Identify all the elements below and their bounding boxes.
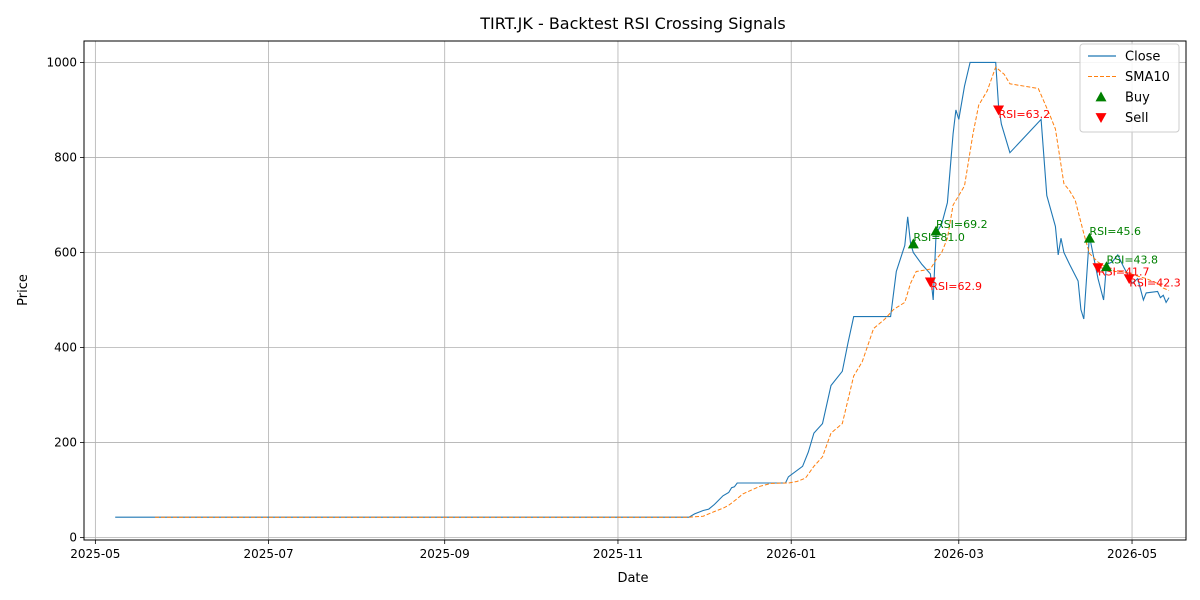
legend-label-sell: Sell <box>1125 111 1148 126</box>
y-tick-label: 400 <box>54 341 77 355</box>
buy-annotation: RSI=69.2 <box>936 218 988 231</box>
sell-annotation: RSI=41.7 <box>1098 266 1150 279</box>
legend-label-close: Close <box>1125 50 1160 65</box>
x-tick-label: 2025-07 <box>244 547 294 561</box>
buy-annotation: RSI=45.6 <box>1089 225 1141 238</box>
buy-marker <box>930 225 942 236</box>
chart-title: TIRT.JK - Backtest RSI Crossing Signals <box>479 14 785 33</box>
x-tick-label: 2025-09 <box>420 547 470 561</box>
buy-marker <box>1100 261 1112 272</box>
sell-marker <box>993 105 1005 116</box>
y-tick-label: 600 <box>54 245 77 259</box>
y-tick-label: 0 <box>69 531 77 545</box>
buy-annotation: RSI=81.0 <box>913 231 965 244</box>
sell-marker <box>924 277 936 288</box>
y-tick-label: 200 <box>54 436 77 450</box>
x-tick-label: 2025-05 <box>70 547 120 561</box>
legend: Close SMA10 Buy Sell <box>1079 43 1180 133</box>
buy-marker <box>907 238 919 249</box>
y-tick-label: 800 <box>54 150 77 164</box>
plot-frame <box>83 40 1187 541</box>
x-tick-label: 2026-01 <box>766 547 816 561</box>
legend-swatch-sell <box>1095 113 1107 123</box>
x-tick-label: 2026-05 <box>1107 547 1157 561</box>
y-tick-label: 1000 <box>46 55 77 69</box>
series-line-close <box>115 61 1170 518</box>
buy-annotation: RSI=43.8 <box>1106 254 1158 267</box>
sell-annotation: RSI=62.9 <box>930 280 982 293</box>
x-axis-title: Date <box>617 571 648 586</box>
legend-swatch-buy <box>1095 91 1107 102</box>
sell-annotation: RSI=63.2 <box>999 108 1051 121</box>
sell-marker <box>1123 274 1135 285</box>
x-tick-label: 2026-03 <box>934 547 984 561</box>
grid <box>84 41 1186 540</box>
series-line-sma10 <box>155 66 1170 518</box>
x-tick-label: 2025-11 <box>593 547 643 561</box>
legend-label-sma: SMA10 <box>1125 70 1170 85</box>
buy-marker <box>1083 232 1095 243</box>
axes-ticks: 2025-05 2025-07 2025-09 2025-11 2026-01 2026-… <box>46 55 1157 561</box>
legend-label-buy: Buy <box>1125 91 1150 106</box>
y-axis-title: Price <box>16 274 31 306</box>
legend-box <box>1079 43 1180 133</box>
sell-marker <box>1092 263 1104 274</box>
series-group <box>115 61 1170 518</box>
sell-annotation: RSI=42.3 <box>1129 277 1181 290</box>
